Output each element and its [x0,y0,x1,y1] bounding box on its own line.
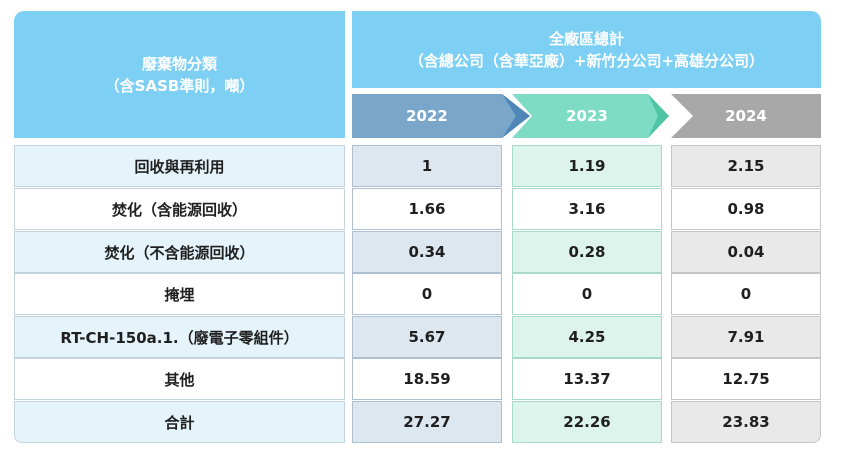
cell-2022-total: 27.27 [352,401,502,443]
total-header: 全廠區總計 （含總公司（含華亞廠）+新竹分公司+高雄分公司） [352,11,821,88]
row-label-landfill: 掩埋 [14,273,345,315]
row-label-other: 其他 [14,358,345,400]
total-header-title: 全廠區總計 [548,29,624,48]
year-2022-shape [352,94,530,138]
cell-2022-other: 18.59 [352,358,502,400]
cell-2022-incineration-no-energy: 0.34 [352,231,502,273]
cell-2022-incineration-energy: 1.66 [352,188,502,230]
cell-2024-landfill: 0 [671,273,821,315]
cell-2023-incineration-no-energy: 0.28 [512,231,662,273]
category-header-subtitle: （含SASB準則，噸） [104,76,255,95]
year-2024-shape [671,94,821,138]
row-label-electronic-waste: RT-CH-150a.1.（廢電子零組件） [14,316,345,358]
row-label-recycle: 回收與再利用 [14,145,345,187]
row-label-incineration-energy: 焚化（含能源回收） [14,188,345,230]
cell-2022-recycle: 1 [352,145,502,187]
year-2023-shape [512,94,669,138]
row-label-incineration-no-energy: 焚化（不含能源回收） [14,231,345,273]
cell-2024-total: 23.83 [671,401,821,443]
cell-2023-total: 22.26 [512,401,662,443]
year-2023-label: 2023 [566,107,608,125]
cell-2023-other: 13.37 [512,358,662,400]
year-2024-label: 2024 [725,107,767,125]
year-2022-label: 2022 [406,107,448,125]
total-header-subtitle: （含總公司（含華亞廠）+新竹分公司+高雄分公司） [408,51,765,70]
cell-2022-electronic-waste: 5.67 [352,316,502,358]
cell-2024-other: 12.75 [671,358,821,400]
year-2022-arrow-shade [502,94,530,138]
cell-2023-incineration-energy: 3.16 [512,188,662,230]
cell-2023-electronic-waste: 4.25 [512,316,662,358]
year-arrows-graphic [352,94,821,138]
cell-2024-electronic-waste: 7.91 [671,316,821,358]
cell-2024-incineration-no-energy: 0.04 [671,231,821,273]
year-header-strip: 2022 2023 2024 [352,94,821,138]
category-header-title: 廢棄物分類 [141,54,217,73]
row-label-total: 合計 [14,401,345,443]
cell-2023-recycle: 1.19 [512,145,662,187]
cell-2024-incineration-energy: 0.98 [671,188,821,230]
cell-2022-landfill: 0 [352,273,502,315]
cell-2024-recycle: 2.15 [671,145,821,187]
cell-2023-landfill: 0 [512,273,662,315]
year-2023-arrow-shade [648,94,669,138]
category-header: 廢棄物分類 （含SASB準則，噸） [14,11,345,138]
